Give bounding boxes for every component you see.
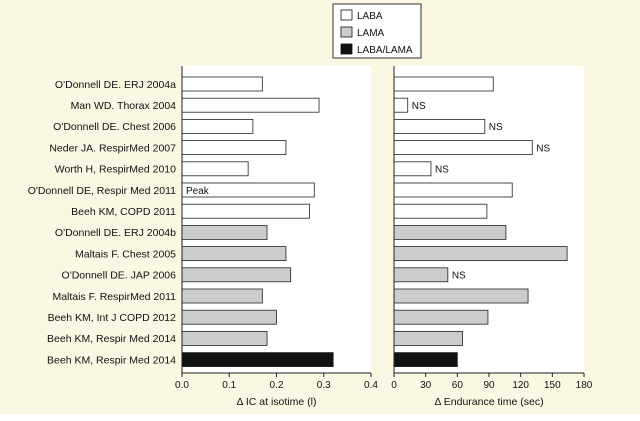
row-label: Maltais F. Chest 2005 [75, 248, 176, 260]
row-label: O'Donnell DE. ERJ 2004b [55, 227, 176, 239]
legend-label: LABA/LAMA [357, 45, 413, 56]
ic-bar [181, 288, 263, 304]
ic-axis-title: Δ IC at isotime (l) [237, 396, 317, 408]
ic-bar [181, 97, 320, 113]
row-label: Beeh KM, Respir Med 2014 [47, 333, 176, 345]
legend-label: LAMA [357, 28, 385, 39]
endurance-bar [393, 288, 529, 304]
ic-bar-annotation: Peak [186, 186, 210, 197]
endurance-bar [393, 97, 409, 113]
endurance-plot-area [394, 66, 584, 373]
ic-bar [181, 224, 268, 240]
endurance-tick-label: 90 [483, 380, 495, 391]
row-label: O'Donnell DE, Respir Med 2011 [28, 185, 176, 197]
legend-swatch-laba-lama [340, 43, 353, 55]
ic-bar [181, 352, 334, 368]
ic-bar [181, 246, 287, 262]
row-label: O'Donnell DE. Chest 2006 [53, 121, 176, 133]
row-label: O'Donnell DE. JAP 2006 [62, 270, 177, 282]
ic-tick-label: 0.4 [364, 380, 378, 391]
ic-bar [181, 76, 263, 92]
ic-bar [181, 330, 268, 346]
endurance-bar [393, 182, 513, 198]
endurance-tick-label: 30 [420, 380, 432, 391]
endurance-panel: NS NS NS NS NS 0 30 60 90 120 150 180 Δ Endurance ti… [391, 66, 593, 408]
row-label: Man WD. Thorax 2004 [71, 100, 177, 112]
endurance-bar [393, 352, 458, 368]
legend-swatch-lama [340, 26, 353, 38]
endurance-bar [393, 224, 507, 240]
ic-bar [181, 119, 254, 134]
row-label: O'Donnell DE. ERJ 2004a [55, 79, 176, 91]
endurance-bar [393, 309, 489, 325]
endurance-bar [393, 140, 533, 156]
legend-label: LABA [357, 11, 383, 22]
ic-panel: Peak 0.0 0.1 0.2 0.3 0.4 Δ IC at isotime (l) [175, 66, 378, 408]
row-labels: O'Donnell DE. ERJ 2004a Man WD. Thorax 20… [28, 79, 176, 367]
endurance-bar [393, 330, 464, 346]
endurance-bar-annotation: NS [452, 271, 466, 282]
ic-bar [181, 203, 310, 219]
endurance-bar-annotation: NS [536, 143, 550, 154]
endurance-bar [393, 161, 432, 177]
endurance-bar-annotation: NS [489, 122, 503, 133]
ic-bar [181, 161, 249, 177]
row-label: Beeh KM, Int J COPD 2012 [48, 312, 177, 324]
endurance-tick-label: 150 [544, 380, 561, 391]
endurance-tick-label: 120 [512, 380, 529, 391]
ic-tick-label: 0.2 [270, 380, 284, 391]
row-label: Beeh KM, Respir Med 2014 [47, 354, 176, 366]
ic-tick-label: 0.1 [222, 380, 236, 391]
legend-swatch-laba [340, 9, 353, 21]
row-label: Neder JA. RespirMed 2007 [49, 142, 176, 154]
legend: LABA LAMA LABA/LAMA [332, 3, 422, 59]
row-label: Worth H, RespirMed 2010 [55, 164, 176, 176]
endurance-tick-label: 180 [576, 380, 593, 391]
row-label: Beeh KM, COPD 2011 [71, 206, 176, 218]
ic-bar [181, 140, 287, 156]
endurance-bar-annotation: NS [412, 101, 426, 112]
endurance-tick-label: 60 [452, 380, 464, 391]
endurance-bar [393, 119, 486, 134]
ic-tick-label: 0.0 [175, 380, 189, 391]
endurance-bar [393, 76, 494, 92]
endurance-tick-label: 0 [391, 380, 397, 391]
endurance-bar [393, 203, 488, 219]
row-label: Maltais F. RespirMed 2011 [52, 291, 176, 303]
endurance-axis-title: Δ Endurance time (sec) [434, 396, 543, 408]
endurance-bar [393, 267, 449, 283]
ic-bar [181, 267, 292, 283]
ic-tick-label: 0.3 [317, 380, 331, 391]
endurance-bar [393, 246, 568, 262]
ic-bar [181, 309, 277, 325]
endurance-bar-annotation: NS [435, 165, 449, 176]
